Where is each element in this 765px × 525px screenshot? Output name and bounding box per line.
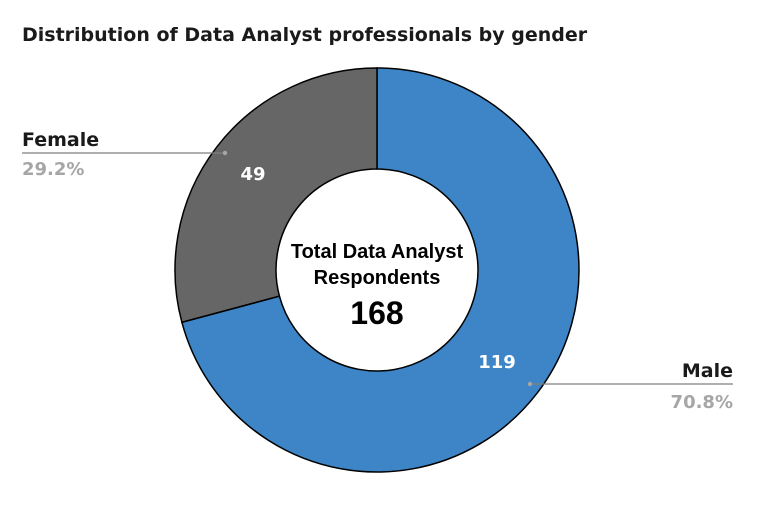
category-label-female: Female [22, 129, 99, 151]
center-label-line2: Respondents [314, 267, 441, 289]
leader-dot-female [222, 150, 228, 156]
slice-female [174, 67, 378, 324]
slice-value-female: 49 [240, 164, 265, 185]
leader-dot-male [527, 381, 533, 387]
center-total-value: 168 [350, 295, 403, 331]
labels-layer: 119 49 Male 70.8% Female 29.2% [22, 129, 733, 413]
slices-layer [174, 67, 580, 473]
category-label-male: Male [682, 360, 733, 382]
chart-title: Distribution of Data Analyst professiona… [22, 24, 588, 46]
leader-lines-layer [22, 150, 733, 387]
center-label-line1: Total Data Analyst [291, 241, 464, 263]
percent-label-female: 29.2% [22, 159, 84, 180]
percent-label-male: 70.8% [671, 392, 733, 413]
slice-male [180, 67, 580, 473]
slice-value-male: 119 [478, 352, 516, 373]
